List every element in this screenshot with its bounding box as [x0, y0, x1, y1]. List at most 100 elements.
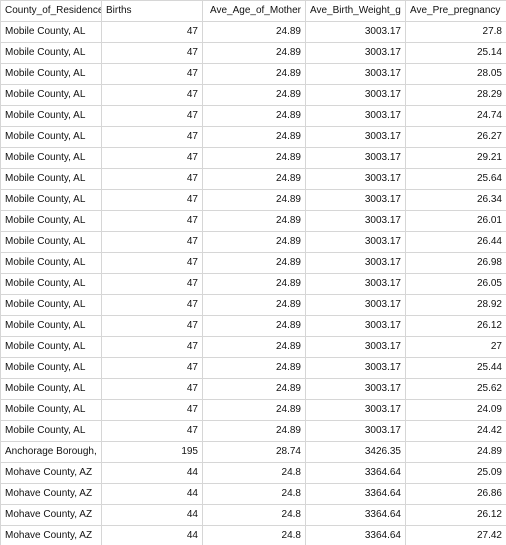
cell-births[interactable]: 47	[101, 273, 203, 295]
cell-ave-birth-weight[interactable]: 3003.17	[305, 168, 406, 190]
cell-births[interactable]: 47	[101, 399, 203, 421]
cell-county[interactable]: Mohave County, AZ	[0, 483, 102, 505]
cell-births[interactable]: 47	[101, 420, 203, 442]
cell-county[interactable]: Mohave County, AZ	[0, 462, 102, 484]
cell-county[interactable]: Mohave County, AZ	[0, 504, 102, 526]
cell-births[interactable]: 47	[101, 42, 203, 64]
cell-ave-birth-weight[interactable]: 3364.64	[305, 525, 406, 545]
cell-ave-birth-weight[interactable]: 3003.17	[305, 294, 406, 316]
cell-county[interactable]: Mobile County, AL	[0, 420, 102, 442]
cell-ave-age-of-mother[interactable]: 24.89	[202, 42, 306, 64]
cell-county[interactable]: Mobile County, AL	[0, 399, 102, 421]
cell-ave-birth-weight[interactable]: 3003.17	[305, 273, 406, 295]
cell-births[interactable]: 44	[101, 525, 203, 545]
cell-county[interactable]: Mobile County, AL	[0, 231, 102, 253]
cell-ave-pre-pregnancy[interactable]: 26.12	[405, 504, 506, 526]
cell-ave-birth-weight[interactable]: 3003.17	[305, 399, 406, 421]
cell-county[interactable]: Mobile County, AL	[0, 357, 102, 379]
cell-county[interactable]: Mobile County, AL	[0, 126, 102, 148]
cell-ave-pre-pregnancy[interactable]: 26.34	[405, 189, 506, 211]
cell-ave-birth-weight[interactable]: 3003.17	[305, 105, 406, 127]
cell-county[interactable]: Mobile County, AL	[0, 252, 102, 274]
cell-births[interactable]: 47	[101, 252, 203, 274]
cell-births[interactable]: 44	[101, 483, 203, 505]
cell-ave-birth-weight[interactable]: 3003.17	[305, 378, 406, 400]
cell-ave-pre-pregnancy[interactable]: 25.62	[405, 378, 506, 400]
cell-births[interactable]: 47	[101, 126, 203, 148]
cell-births[interactable]: 47	[101, 63, 203, 85]
cell-ave-age-of-mother[interactable]: 24.89	[202, 189, 306, 211]
cell-ave-pre-pregnancy[interactable]: 26.27	[405, 126, 506, 148]
cell-ave-birth-weight[interactable]: 3003.17	[305, 210, 406, 232]
cell-county[interactable]: Mobile County, AL	[0, 294, 102, 316]
cell-ave-birth-weight[interactable]: 3364.64	[305, 483, 406, 505]
cell-ave-pre-pregnancy[interactable]: 24.09	[405, 399, 506, 421]
cell-county[interactable]: Mobile County, AL	[0, 168, 102, 190]
cell-ave-birth-weight[interactable]: 3003.17	[305, 42, 406, 64]
cell-births[interactable]: 47	[101, 231, 203, 253]
cell-ave-birth-weight[interactable]: 3426.35	[305, 441, 406, 463]
cell-county[interactable]: Mobile County, AL	[0, 315, 102, 337]
cell-ave-age-of-mother[interactable]: 24.8	[202, 504, 306, 526]
cell-ave-pre-pregnancy[interactable]: 28.92	[405, 294, 506, 316]
cell-ave-age-of-mother[interactable]: 24.89	[202, 336, 306, 358]
cell-county[interactable]: Mohave County, AZ	[0, 525, 102, 545]
cell-births[interactable]: 47	[101, 378, 203, 400]
cell-ave-age-of-mother[interactable]: 24.89	[202, 84, 306, 106]
cell-ave-age-of-mother[interactable]: 24.89	[202, 273, 306, 295]
cell-births[interactable]: 47	[101, 147, 203, 169]
cell-births[interactable]: 44	[101, 462, 203, 484]
cell-ave-pre-pregnancy[interactable]: 24.89	[405, 441, 506, 463]
cell-ave-birth-weight[interactable]: 3003.17	[305, 21, 406, 43]
cell-ave-age-of-mother[interactable]: 24.89	[202, 147, 306, 169]
cell-ave-birth-weight[interactable]: 3364.64	[305, 462, 406, 484]
cell-ave-age-of-mother[interactable]: 24.89	[202, 105, 306, 127]
cell-ave-age-of-mother[interactable]: 24.8	[202, 483, 306, 505]
cell-ave-pre-pregnancy[interactable]: 25.09	[405, 462, 506, 484]
cell-ave-birth-weight[interactable]: 3003.17	[305, 126, 406, 148]
cell-county[interactable]: Mobile County, AL	[0, 21, 102, 43]
cell-ave-birth-weight[interactable]: 3003.17	[305, 84, 406, 106]
cell-ave-age-of-mother[interactable]: 24.89	[202, 21, 306, 43]
cell-ave-pre-pregnancy[interactable]: 24.42	[405, 420, 506, 442]
cell-births[interactable]: 47	[101, 105, 203, 127]
cell-county[interactable]: Mobile County, AL	[0, 336, 102, 358]
cell-births[interactable]: 47	[101, 168, 203, 190]
cell-births[interactable]: 47	[101, 189, 203, 211]
cell-ave-birth-weight[interactable]: 3003.17	[305, 189, 406, 211]
cell-ave-birth-weight[interactable]: 3003.17	[305, 357, 406, 379]
cell-county[interactable]: Anchorage Borough,	[0, 441, 102, 463]
cell-ave-age-of-mother[interactable]: 24.89	[202, 252, 306, 274]
cell-county[interactable]: Mobile County, AL	[0, 42, 102, 64]
cell-ave-age-of-mother[interactable]: 24.89	[202, 378, 306, 400]
cell-ave-birth-weight[interactable]: 3364.64	[305, 504, 406, 526]
cell-ave-pre-pregnancy[interactable]: 29.21	[405, 147, 506, 169]
cell-ave-pre-pregnancy[interactable]: 28.05	[405, 63, 506, 85]
cell-births[interactable]: 47	[101, 336, 203, 358]
cell-ave-pre-pregnancy[interactable]: 27	[405, 336, 506, 358]
cell-ave-pre-pregnancy[interactable]: 26.12	[405, 315, 506, 337]
cell-ave-pre-pregnancy[interactable]: 28.29	[405, 84, 506, 106]
cell-ave-age-of-mother[interactable]: 24.89	[202, 63, 306, 85]
cell-ave-age-of-mother[interactable]: 24.8	[202, 462, 306, 484]
cell-ave-age-of-mother[interactable]: 28.74	[202, 441, 306, 463]
header-cell-ave-pre-pregnancy[interactable]: Ave_Pre_pregnancy	[405, 0, 506, 22]
cell-ave-age-of-mother[interactable]: 24.89	[202, 294, 306, 316]
cell-ave-birth-weight[interactable]: 3003.17	[305, 252, 406, 274]
cell-ave-age-of-mother[interactable]: 24.89	[202, 126, 306, 148]
cell-ave-pre-pregnancy[interactable]: 25.44	[405, 357, 506, 379]
cell-ave-age-of-mother[interactable]: 24.89	[202, 210, 306, 232]
cell-ave-birth-weight[interactable]: 3003.17	[305, 63, 406, 85]
cell-county[interactable]: Mobile County, AL	[0, 84, 102, 106]
cell-ave-birth-weight[interactable]: 3003.17	[305, 420, 406, 442]
cell-births[interactable]: 47	[101, 84, 203, 106]
header-cell-births[interactable]: Births	[101, 0, 203, 22]
cell-county[interactable]: Mobile County, AL	[0, 147, 102, 169]
cell-births[interactable]: 195	[101, 441, 203, 463]
cell-births[interactable]: 47	[101, 294, 203, 316]
cell-ave-pre-pregnancy[interactable]: 26.86	[405, 483, 506, 505]
cell-births[interactable]: 44	[101, 504, 203, 526]
cell-ave-age-of-mother[interactable]: 24.89	[202, 168, 306, 190]
cell-ave-pre-pregnancy[interactable]: 26.98	[405, 252, 506, 274]
cell-county[interactable]: Mobile County, AL	[0, 378, 102, 400]
